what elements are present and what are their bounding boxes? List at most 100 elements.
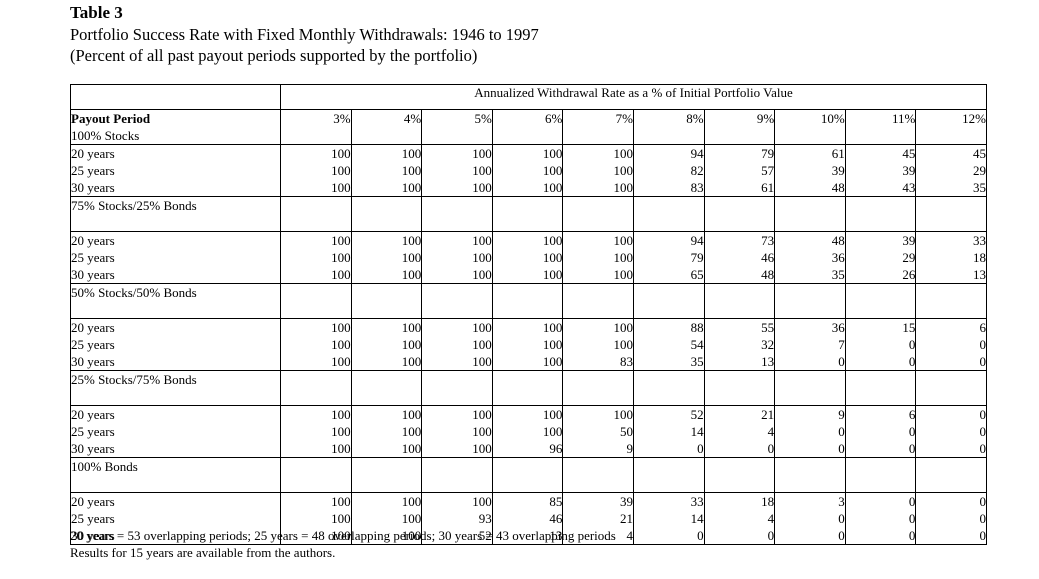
success-rate-value: 0 <box>908 511 916 526</box>
success-rate-value: 48 <box>831 233 845 248</box>
success-rate-cell: 9 0 0 <box>774 405 846 458</box>
success-rate-value: 0 <box>979 407 986 422</box>
success-rate-value: 9 <box>626 441 633 456</box>
payout-period-label: 20 years <box>71 320 115 335</box>
allocation-header-row: Payout Period 100% Stocks 3% 4% 5% 6% 7% 8% 9% 10… <box>70 109 987 145</box>
success-rate-cell: 6 0 0 <box>915 318 987 371</box>
empty-cell <box>915 370 987 406</box>
rate-header-label: 12% <box>962 111 986 126</box>
success-rate-value: 39 <box>902 163 916 178</box>
success-rate-value: 0 <box>838 424 845 439</box>
rate-header-label: 11% <box>891 111 916 126</box>
empty-cell <box>562 370 634 406</box>
success-rate-cell: 100 50 9 <box>562 405 634 458</box>
payout-period-label: 30 years <box>71 441 115 456</box>
payout-period-label: 20 years <box>71 407 115 422</box>
empty-cell <box>421 457 493 493</box>
empty-cell <box>915 283 987 319</box>
empty-cell <box>774 457 846 493</box>
rate-header: 3% <box>280 109 352 145</box>
success-rate-value: 35 <box>690 354 704 369</box>
allocation-data-row: 20 years 25 years 30 years 100 100 100 100 100 1… <box>70 318 987 371</box>
success-rate-value: 100 <box>331 337 351 352</box>
rate-header: 6% <box>491 109 564 145</box>
empty-cell <box>632 457 705 493</box>
allocation-label-cell: 100% Bonds <box>70 457 281 493</box>
success-rate-value: 100 <box>472 494 492 509</box>
success-rate-cell: 33 14 0 <box>632 492 705 545</box>
rate-header-label: 9% <box>756 111 775 126</box>
success-rate-value: 50 <box>619 424 633 439</box>
success-rate-cell: 100 100 100 <box>421 231 493 284</box>
empty-cell <box>350 283 423 319</box>
footnote-availability: Results for 15 years are available from … <box>70 545 336 560</box>
success-rate-cell: 55 32 13 <box>703 318 776 371</box>
empty-cell <box>703 283 776 319</box>
success-rate-value: 0 <box>697 528 704 543</box>
success-rate-cell: 100 100 100 <box>491 318 564 371</box>
success-rate-value: 61 <box>831 146 845 161</box>
allocation-name: 50% Stocks/50% Bonds <box>71 285 197 300</box>
success-rate-value: 57 <box>761 163 775 178</box>
success-rate-value: 100 <box>331 354 351 369</box>
allocation-header-row: 25% Stocks/75% Bonds <box>70 370 987 406</box>
success-rate-value: 94 <box>690 233 704 248</box>
success-rate-value: 100 <box>331 511 351 526</box>
empty-cell <box>350 196 423 232</box>
success-rate-cell: 73 46 48 <box>703 231 776 284</box>
success-rate-value: 0 <box>908 494 916 509</box>
success-rate-cell: 0 0 0 <box>915 405 987 458</box>
success-rate-value: 100 <box>401 180 422 195</box>
success-rate-value: 100 <box>331 233 351 248</box>
success-rate-value: 100 <box>542 250 563 265</box>
success-rate-table: Annualized Withdrawal Rate as a % of Ini… <box>70 84 987 545</box>
success-rate-value: 0 <box>908 528 916 543</box>
success-rate-cell: 33 18 13 <box>915 231 987 284</box>
success-rate-value: 13 <box>761 354 775 369</box>
empty-cell <box>562 457 634 493</box>
empty-cell <box>844 457 917 493</box>
success-rate-value: 100 <box>472 407 492 422</box>
success-rate-value: 0 <box>697 441 704 456</box>
success-rate-value: 100 <box>331 163 351 178</box>
empty-cell <box>844 196 917 232</box>
success-rate-value: 100 <box>613 233 633 248</box>
empty-cell <box>915 457 987 493</box>
success-rate-value: 0 <box>979 337 986 352</box>
success-rate-value: 100 <box>472 441 492 456</box>
success-rate-value: 100 <box>542 233 563 248</box>
success-rate-value: 45 <box>902 146 916 161</box>
payout-period-label: 25 years <box>71 250 115 265</box>
rate-header-label: 4% <box>403 111 422 126</box>
allocation-name: 100% Bonds <box>71 459 138 474</box>
success-rate-cell: 100 100 100 <box>280 318 352 371</box>
empty-cell <box>774 283 846 319</box>
success-rate-value: 100 <box>542 320 563 335</box>
success-rate-cell: 45 39 43 <box>844 144 917 197</box>
empty-cell <box>350 457 423 493</box>
success-rate-cell: 100 100 100 <box>491 231 564 284</box>
empty-cell <box>632 196 705 232</box>
payout-period-label: 25 years <box>71 511 115 526</box>
success-rate-value: 15 <box>902 320 916 335</box>
success-rate-value: 100 <box>542 180 563 195</box>
success-rate-cell: 0 0 0 <box>844 492 917 545</box>
success-rate-value: 100 <box>401 163 422 178</box>
rate-header: 9% <box>703 109 776 145</box>
success-rate-value: 100 <box>331 494 351 509</box>
success-rate-value: 100 <box>401 146 422 161</box>
success-rate-value: 100 <box>472 163 492 178</box>
success-rate-cell: 100 100 100 <box>280 492 352 545</box>
row-header-label: Payout Period <box>71 111 151 126</box>
success-rate-value: 83 <box>690 180 704 195</box>
success-rate-value: 0 <box>979 494 986 509</box>
success-rate-value: 79 <box>690 250 704 265</box>
success-rate-cell: 48 36 35 <box>774 231 846 284</box>
success-rate-value: 79 <box>761 146 775 161</box>
success-rate-value: 7 <box>838 337 845 352</box>
success-rate-value: 100 <box>472 320 492 335</box>
success-rate-value: 100 <box>472 250 492 265</box>
success-rate-value: 36 <box>831 320 845 335</box>
success-rate-value: 39 <box>902 233 916 248</box>
allocation-label-cell: Payout Period 100% Stocks <box>70 109 281 145</box>
